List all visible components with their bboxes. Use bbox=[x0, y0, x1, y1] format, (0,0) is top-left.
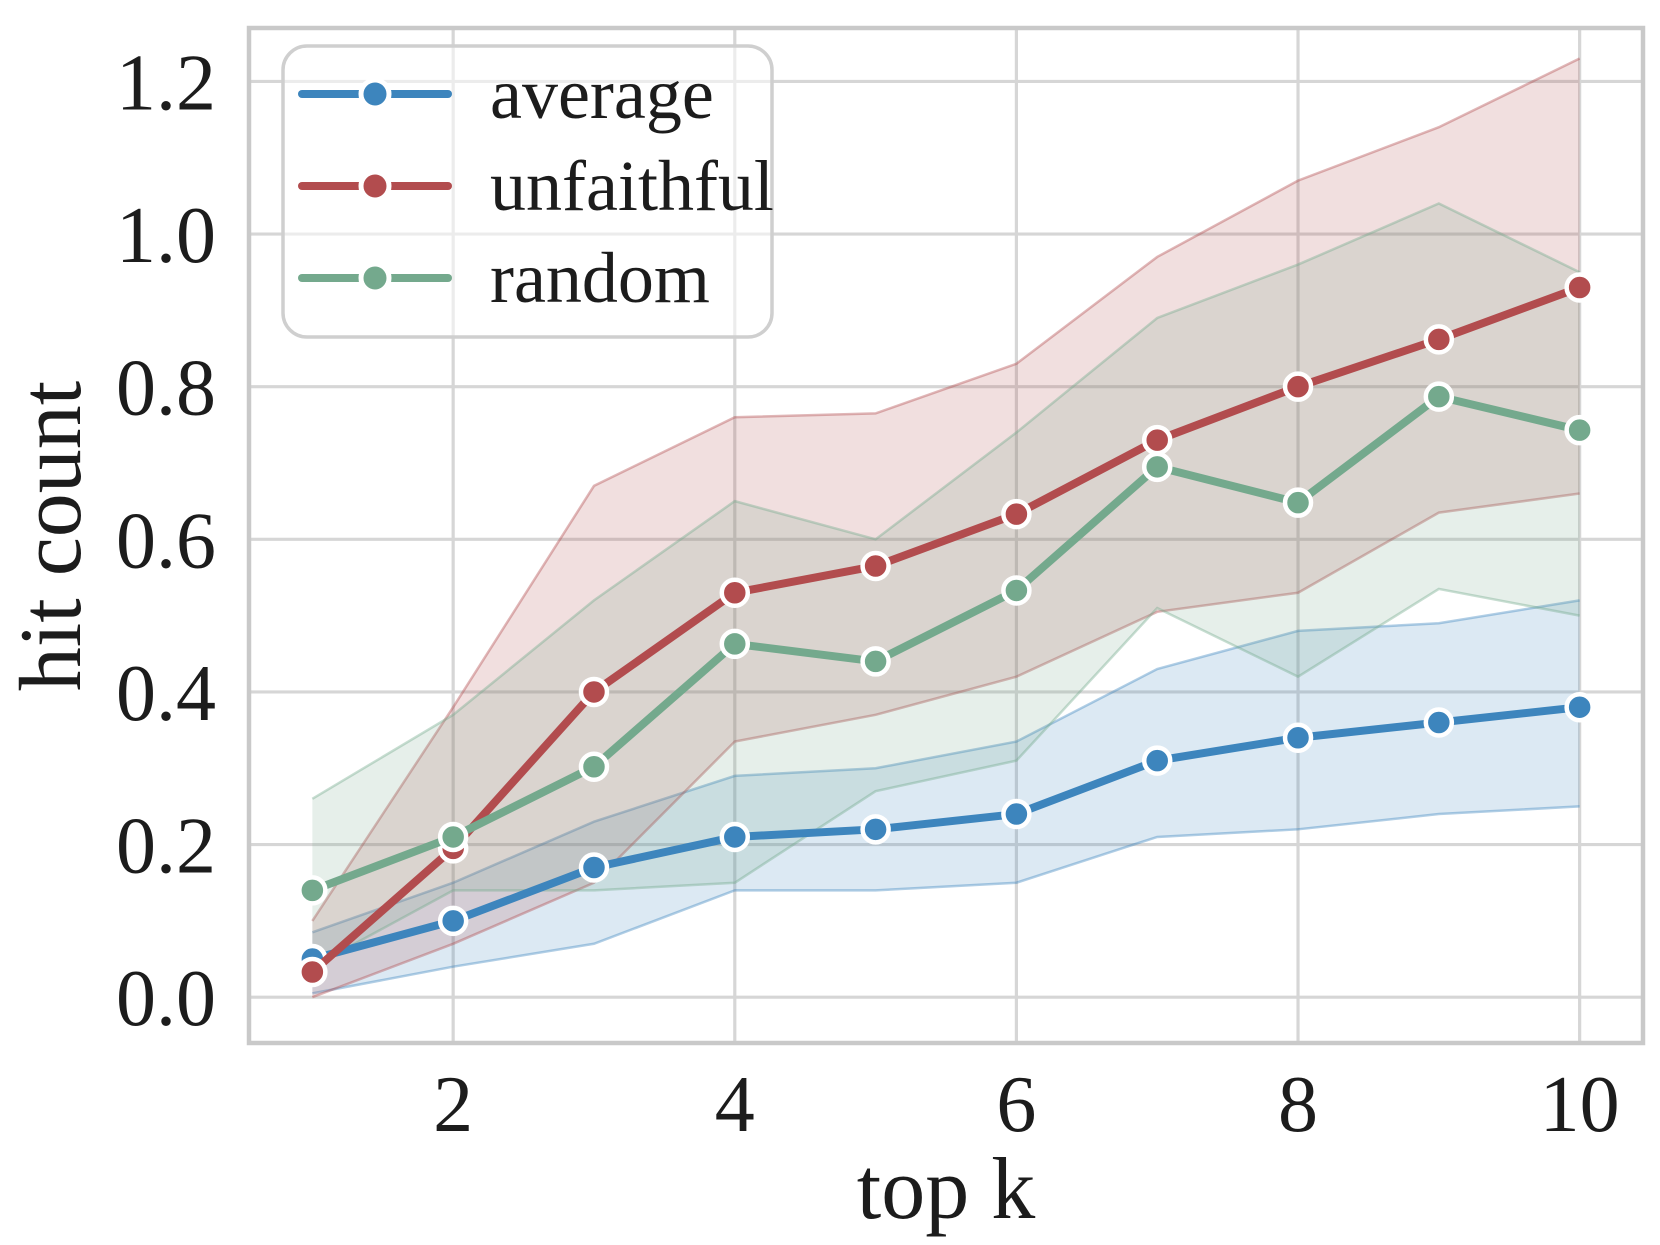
marker-average bbox=[1423, 707, 1455, 738]
line-unfaithful bbox=[308, 283, 1584, 977]
x-tick-label: 6 bbox=[996, 1061, 1036, 1149]
marker-average bbox=[860, 814, 891, 845]
y-tick-label: 0.2 bbox=[116, 803, 216, 891]
marker-unfaithful bbox=[719, 577, 751, 608]
marker-unfaithful bbox=[297, 956, 328, 988]
marker-average bbox=[1001, 798, 1032, 830]
marker-random bbox=[297, 875, 328, 906]
axes-spines-layer bbox=[246, 25, 1646, 1046]
marker-random bbox=[1564, 414, 1595, 446]
x-tick-label: 10 bbox=[1540, 1061, 1620, 1149]
marker-unfaithful bbox=[1001, 498, 1032, 530]
marker-random bbox=[1423, 381, 1455, 412]
marker-unfaithful bbox=[1564, 272, 1595, 303]
x-tick-label: 8 bbox=[1278, 1061, 1318, 1149]
marker-random bbox=[578, 751, 610, 782]
plot-border bbox=[246, 25, 1646, 1046]
line-random bbox=[308, 392, 1584, 895]
marker-random bbox=[1001, 575, 1032, 606]
marker-random bbox=[860, 646, 891, 677]
band-lower-edge-average bbox=[312, 805, 1580, 995]
marker-average bbox=[1141, 745, 1173, 776]
marker-random bbox=[437, 821, 469, 853]
marker-random bbox=[719, 628, 751, 660]
legend-marker-average bbox=[358, 77, 392, 111]
legend-label-random: random bbox=[490, 238, 710, 318]
y-tick-label: 1.2 bbox=[116, 39, 216, 127]
x-tick-label: 4 bbox=[715, 1061, 755, 1149]
confidence-bands-layer bbox=[311, 57, 1581, 999]
series-layer bbox=[297, 272, 1595, 988]
marker-average bbox=[1564, 691, 1595, 723]
band-unfaithful bbox=[312, 58, 1580, 998]
marker-unfaithful bbox=[860, 550, 891, 582]
band-average bbox=[312, 600, 1580, 994]
y-tick-label: 1.0 bbox=[116, 192, 216, 280]
y-axis-label: hit count bbox=[3, 381, 100, 691]
legend-label-average: average bbox=[490, 54, 714, 134]
x-tick-label: 2 bbox=[433, 1061, 473, 1149]
marker-unfaithful bbox=[578, 676, 610, 708]
legend-box bbox=[281, 44, 774, 339]
band-upper-edge-unfaithful bbox=[311, 57, 1581, 922]
band-upper-edge-random bbox=[311, 202, 1581, 800]
marker-unfaithful bbox=[1423, 324, 1455, 355]
band-upper-edge-average bbox=[311, 599, 1580, 934]
marker-average bbox=[719, 821, 751, 853]
y-tick-label: 0.0 bbox=[116, 955, 216, 1043]
legend-label-unfaithful: unfaithful bbox=[490, 146, 774, 226]
y-tick-label: 0.4 bbox=[116, 650, 216, 738]
band-random bbox=[312, 203, 1580, 967]
x-axis-label: top k bbox=[857, 1141, 1035, 1238]
marker-average bbox=[437, 905, 469, 937]
marker-average bbox=[578, 852, 610, 883]
y-tick-label: 0.8 bbox=[116, 345, 216, 433]
marker-unfaithful bbox=[1141, 424, 1173, 456]
marker-unfaithful bbox=[1282, 371, 1314, 402]
line-average bbox=[308, 703, 1584, 964]
band-lower-edge-unfaithful bbox=[311, 492, 1580, 999]
tick-labels-layer: 0.0 0.2 0.4 0.6 0.8 1.0 1.2 2 4 6 8 10 bbox=[116, 39, 1620, 1149]
legend: average unfaithful random bbox=[281, 44, 774, 339]
legend-marker-random bbox=[358, 261, 392, 295]
legend-marker-unfaithful bbox=[358, 169, 392, 203]
marker-random bbox=[1141, 451, 1173, 483]
y-tick-label: 0.6 bbox=[116, 497, 216, 585]
marker-average bbox=[1282, 722, 1314, 753]
marker-random bbox=[1282, 487, 1314, 518]
